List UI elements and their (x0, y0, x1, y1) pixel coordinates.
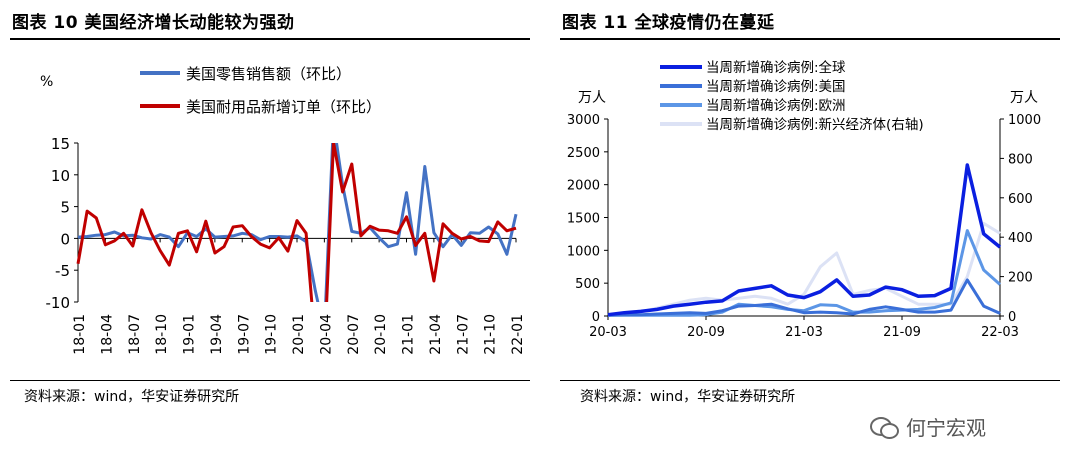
x-tick-label: 21-10 (483, 314, 499, 355)
series-line-4 (607, 221, 1001, 317)
right-y-tick-label: 200 (1008, 271, 1033, 286)
watermark: 何宁宏观 (870, 412, 986, 441)
right-y-tick-label: 0 (1008, 310, 1016, 325)
left-y-tick-label: 1000 (567, 244, 600, 259)
covid-cases-chart: 万人 万人 0 500 1000 1500 2000 2500 3000 0 200 400 600 80… (567, 59, 1041, 340)
retail-durable-chart: % -10 -5 0 5 10 15 18-01 18-04 18-07 18-10 19-01 19-… (40, 65, 526, 355)
legend-label-4: 当周新增确诊病例:新兴经济体(右轴) (706, 117, 924, 133)
x-tick-label: 19-04 (209, 314, 225, 355)
x-tick-label: 21-01 (401, 314, 417, 355)
x-tick-label: 19-10 (264, 314, 280, 355)
left-y-tick-label: 2000 (567, 179, 600, 194)
legend-label-2: 美国耐用品新增订单（环比） (186, 98, 381, 116)
x-tick-label: 19-07 (236, 314, 252, 355)
series-line-2 (607, 278, 1001, 317)
left-y-tick-label: 0 (592, 310, 600, 325)
x-tick-label: 21-09 (883, 325, 921, 340)
right-y-tick-label: 400 (1008, 231, 1033, 246)
x-tick-label: 21-04 (428, 314, 444, 355)
title-divider (10, 38, 530, 40)
x-tick-label: 21-03 (785, 325, 823, 340)
chart-panel-retail: 图表 10 美国经济增长动能较为强劲 % -10 -5 0 5 10 15 18-01 18-0… (10, 13, 530, 405)
right-axis-unit: 万人 (1010, 90, 1038, 106)
left-y-tick-label: 3000 (567, 113, 600, 128)
x-tick-label: 20-03 (589, 325, 627, 340)
legend-label-3: 当周新增确诊病例:欧洲 (706, 98, 846, 114)
legend-label-1: 当周新增确诊病例:全球 (706, 59, 846, 76)
x-tick-label: 20-01 (291, 314, 307, 355)
series-line-3 (608, 229, 1001, 317)
right-y-tick-label: 600 (1008, 192, 1033, 207)
series-line-2 (76, 143, 517, 302)
series-line-1 (77, 143, 518, 302)
left-y-tick-label: 1500 (567, 212, 600, 227)
source-divider (10, 380, 530, 381)
x-tick-label: 19-01 (182, 314, 198, 355)
x-tick-label: 22-03 (981, 325, 1019, 340)
left-y-tick-label: 2500 (567, 146, 600, 161)
source-note: 资料来源：wind，华安证券研究所 (24, 389, 240, 405)
x-tick-label: 22-01 (510, 314, 526, 355)
right-y-tick-label: 1000 (1008, 113, 1041, 128)
x-tick-label: 20-04 (318, 314, 334, 355)
source-divider (560, 380, 1060, 381)
y-axis-unit: % (40, 74, 53, 90)
y-tick-label: -5 (55, 262, 70, 280)
y-tick-label: 10 (51, 167, 70, 185)
wechat-icon (870, 415, 900, 439)
x-tick-label: 18-07 (127, 314, 143, 355)
x-tick-label: 20-09 (687, 325, 725, 340)
series-line-1 (607, 163, 1002, 317)
figure-title: 图表 11 全球疫情仍在蔓延 (562, 13, 775, 33)
x-tick-label: 20-10 (373, 314, 389, 355)
right-y-tick-label: 800 (1008, 152, 1033, 167)
source-note: 资料来源：wind，华安证券研究所 (580, 389, 796, 405)
x-tick-label: 21-07 (455, 314, 471, 355)
legend-label-1: 美国零售销售额（环比） (186, 65, 351, 83)
x-tick-label: 18-10 (154, 314, 170, 355)
x-tick-label: 18-04 (99, 314, 115, 355)
watermark-text: 何宁宏观 (906, 416, 986, 440)
left-axis-unit: 万人 (578, 90, 606, 106)
y-tick-label: 15 (51, 135, 70, 153)
chart-panel-covid: 图表 11 全球疫情仍在蔓延 万人 万人 0 500 1000 1500 2000 2500 3… (560, 0, 1080, 468)
y-tick-label: 5 (60, 199, 70, 217)
figure-title: 图表 10 美国经济增长动能较为强劲 (12, 13, 295, 33)
x-tick-label: 18-01 (72, 314, 88, 355)
title-divider (560, 38, 1060, 40)
legend-label-2: 当周新增确诊病例:美国 (706, 79, 846, 95)
left-y-tick-label: 500 (575, 277, 600, 292)
y-tick-label: -10 (46, 294, 71, 312)
y-tick-label: 0 (60, 230, 70, 248)
x-tick-label: 20-07 (346, 314, 362, 355)
